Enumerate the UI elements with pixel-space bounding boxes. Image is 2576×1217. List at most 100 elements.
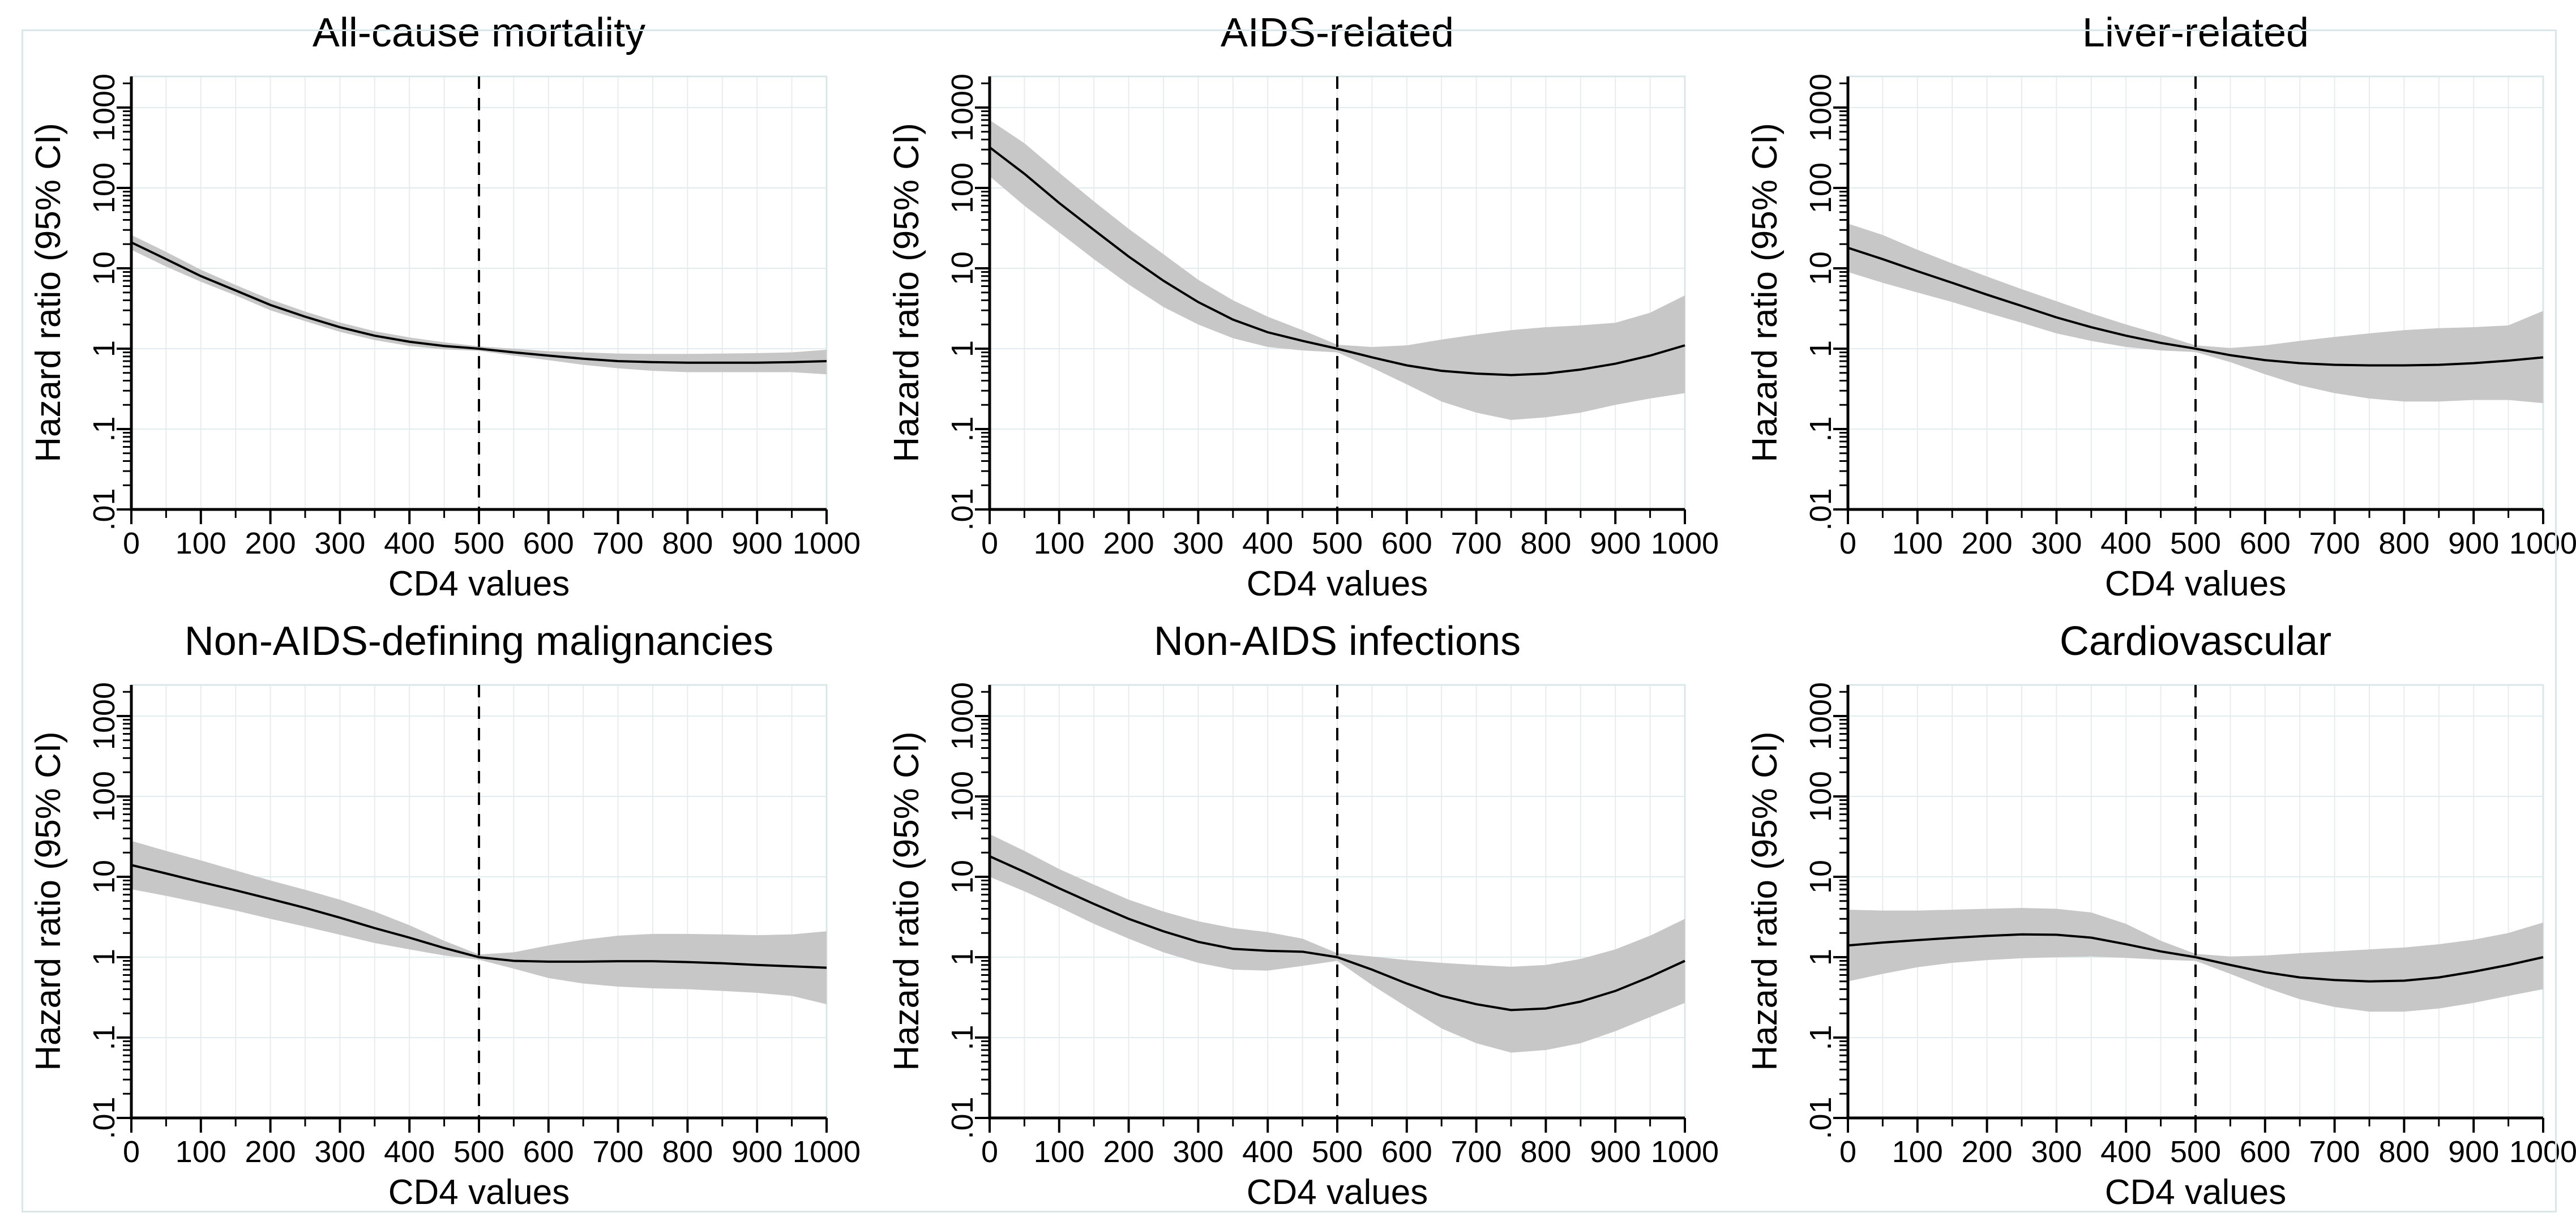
svg-text:600: 600 <box>523 526 574 560</box>
svg-text:100: 100 <box>945 162 979 213</box>
svg-text:100: 100 <box>1034 526 1085 560</box>
svg-text:1: 1 <box>945 340 979 357</box>
svg-text:900: 900 <box>731 526 782 560</box>
x-axis-title: CD4 values <box>2105 564 2286 603</box>
svg-text:100: 100 <box>1804 771 1838 822</box>
svg-text:10: 10 <box>945 251 979 285</box>
x-axis-title: CD4 values <box>2105 1173 2286 1212</box>
svg-text:600: 600 <box>1381 526 1432 560</box>
svg-text:10: 10 <box>945 860 979 894</box>
panel-title: Cardiovascular <box>2060 619 2331 664</box>
svg-text:500: 500 <box>2170 1135 2221 1169</box>
x-axis-title: CD4 values <box>1247 564 1428 603</box>
svg-text:600: 600 <box>1381 1135 1432 1169</box>
y-axis-title: Hazard ratio (95% CI) <box>887 123 926 462</box>
y-axis-title: Hazard ratio (95% CI) <box>29 731 68 1071</box>
svg-text:1000: 1000 <box>1651 1135 1719 1169</box>
svg-text:0: 0 <box>123 526 140 560</box>
svg-text:.1: .1 <box>1804 416 1838 442</box>
svg-text:100: 100 <box>945 771 979 822</box>
svg-text:10: 10 <box>1804 860 1838 894</box>
svg-text:300: 300 <box>1173 1135 1223 1169</box>
svg-text:1000: 1000 <box>2509 1135 2576 1169</box>
svg-text:900: 900 <box>1590 526 1641 560</box>
svg-text:.01: .01 <box>945 1096 979 1139</box>
svg-text:0: 0 <box>1839 526 1856 560</box>
panel-title: Liver-related <box>2082 10 2309 55</box>
y-axis-title: Hazard ratio (95% CI) <box>1745 123 1785 462</box>
svg-text:500: 500 <box>453 526 504 560</box>
svg-text:300: 300 <box>314 526 365 560</box>
svg-text:1000: 1000 <box>945 682 979 750</box>
svg-text:1: 1 <box>1804 340 1838 357</box>
svg-text:1000: 1000 <box>793 526 861 560</box>
svg-text:600: 600 <box>2240 1135 2291 1169</box>
svg-text:1000: 1000 <box>1651 526 1719 560</box>
svg-text:200: 200 <box>1962 1135 2013 1169</box>
svg-text:.1: .1 <box>945 416 979 442</box>
svg-text:400: 400 <box>2100 526 2151 560</box>
svg-text:10: 10 <box>87 251 121 285</box>
svg-text:100: 100 <box>1804 162 1838 213</box>
figure-border <box>22 29 2557 1212</box>
svg-text:.01: .01 <box>87 488 121 530</box>
svg-text:900: 900 <box>2448 526 2499 560</box>
svg-text:900: 900 <box>1590 1135 1641 1169</box>
svg-text:1: 1 <box>87 340 121 357</box>
svg-text:300: 300 <box>2031 1135 2082 1169</box>
svg-text:0: 0 <box>981 1135 998 1169</box>
svg-text:700: 700 <box>593 1135 644 1169</box>
plot-non-aids-infections: .01 .1 1 10 100 1000 0 100 200 300 400 500 600 700 800… <box>887 619 1719 1212</box>
svg-text:1000: 1000 <box>2509 526 2576 560</box>
panel-title: All-cause mortality <box>313 10 645 55</box>
svg-text:300: 300 <box>2031 526 2082 560</box>
svg-text:600: 600 <box>523 1135 574 1169</box>
svg-text:200: 200 <box>1103 1135 1154 1169</box>
svg-text:1000: 1000 <box>87 74 121 142</box>
svg-text:800: 800 <box>2378 1135 2429 1169</box>
svg-text:100: 100 <box>1034 1135 1085 1169</box>
svg-text:400: 400 <box>2100 1135 2151 1169</box>
svg-text:0: 0 <box>981 526 998 560</box>
svg-text:100: 100 <box>87 771 121 822</box>
svg-text:400: 400 <box>384 526 435 560</box>
svg-text:.01: .01 <box>1804 488 1838 530</box>
svg-text:300: 300 <box>314 1135 365 1169</box>
svg-text:500: 500 <box>453 1135 504 1169</box>
svg-text:200: 200 <box>245 526 296 560</box>
svg-text:.1: .1 <box>87 416 121 442</box>
panel-title: AIDS-related <box>1221 10 1454 55</box>
svg-text:1: 1 <box>87 949 121 966</box>
svg-text:.01: .01 <box>945 488 979 530</box>
svg-text:500: 500 <box>2170 526 2221 560</box>
svg-text:100: 100 <box>176 1135 226 1169</box>
plot-all-cause-mortality: .01 .1 1 10 100 1000 0 100 200 300 400 500 600 700 800… <box>29 10 861 603</box>
panel-aids-related: .01 .1 1 10 100 1000 0 100 200 300 400 500 600 700 800… <box>858 0 1719 608</box>
svg-text:100: 100 <box>1892 1135 1943 1169</box>
svg-text:.1: .1 <box>945 1025 979 1050</box>
svg-text:1000: 1000 <box>945 74 979 142</box>
svg-text:.01: .01 <box>1804 1096 1838 1139</box>
svg-text:200: 200 <box>1962 526 2013 560</box>
svg-text:800: 800 <box>1520 526 1571 560</box>
svg-text:0: 0 <box>1839 1135 1856 1169</box>
plot-liver-related: .01 .1 1 10 100 1000 0 100 200 300 400 500 600 700 800… <box>1745 10 2576 603</box>
svg-text:700: 700 <box>1451 526 1502 560</box>
panel-non-aids-infections: .01 .1 1 10 100 1000 0 100 200 300 400 500 600 700 800… <box>858 608 1719 1217</box>
svg-text:800: 800 <box>662 526 713 560</box>
svg-text:100: 100 <box>87 162 121 213</box>
svg-text:.01: .01 <box>87 1096 121 1139</box>
y-axis-title: Hazard ratio (95% CI) <box>887 731 926 1071</box>
panel-title: Non-AIDS-defining malignancies <box>185 619 774 664</box>
panel-non-aids-defining-malignancies: .01 .1 1 10 100 1000 0 100 200 300 400 500 600 700 800… <box>0 608 861 1217</box>
svg-text:400: 400 <box>1242 526 1293 560</box>
svg-text:500: 500 <box>1312 526 1363 560</box>
svg-text:800: 800 <box>662 1135 713 1169</box>
svg-text:1000: 1000 <box>1804 682 1838 750</box>
panel-title: Non-AIDS infections <box>1154 619 1521 664</box>
svg-text:200: 200 <box>245 1135 296 1169</box>
svg-text:800: 800 <box>2378 526 2429 560</box>
panel-liver-related: .01 .1 1 10 100 1000 0 100 200 300 400 500 600 700 800… <box>1717 0 2576 608</box>
svg-text:400: 400 <box>1242 1135 1293 1169</box>
